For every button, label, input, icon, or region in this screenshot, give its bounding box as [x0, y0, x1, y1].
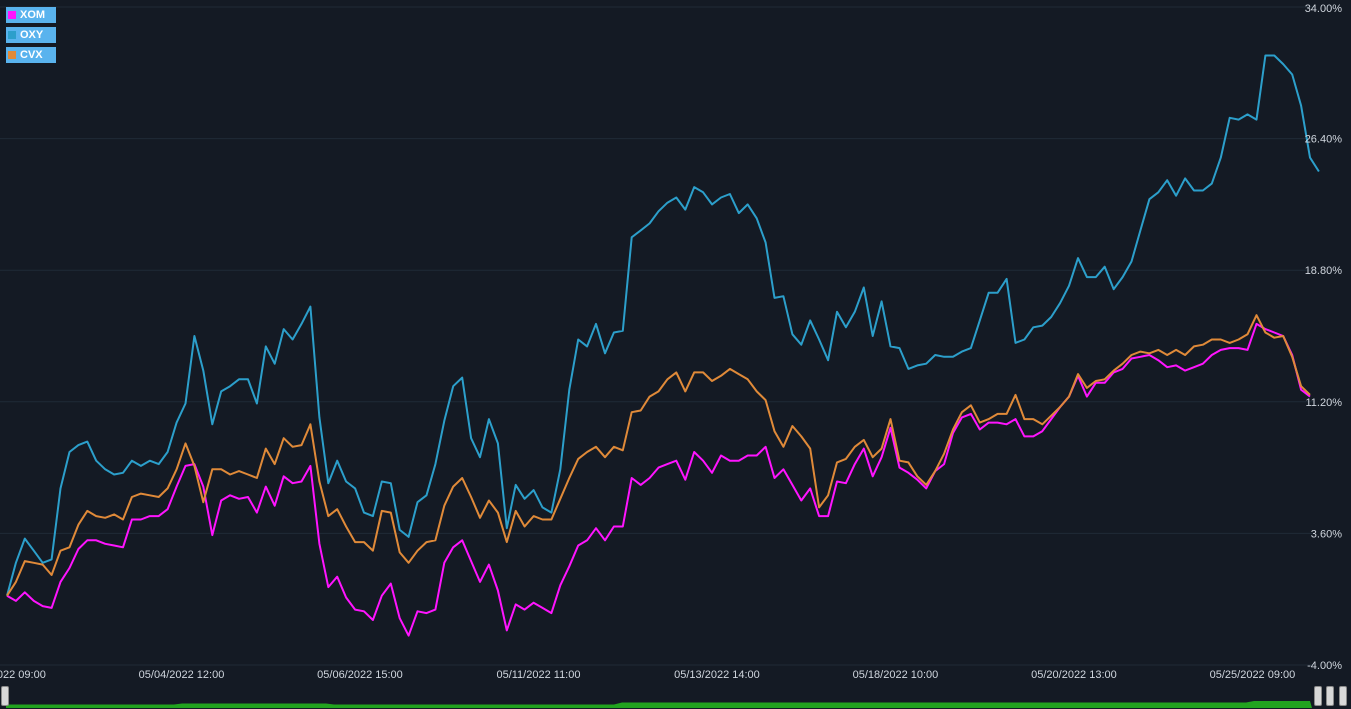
- x-tick-label: 05/11/2022 11:00: [496, 669, 580, 681]
- series-line-cvx: [6, 314, 1311, 597]
- x-tick-label: 05/02/2022 09:00: [0, 669, 46, 681]
- y-tick-label: -4.00%: [1307, 660, 1342, 672]
- y-tick-label: 34.00%: [1305, 3, 1343, 15]
- x-tick-label: 05/04/2022 12:00: [139, 669, 225, 681]
- x-tick-label: 05/13/2022 14:00: [674, 669, 760, 681]
- legend-swatch-oxy: [8, 31, 16, 39]
- series-lines: [6, 54, 1320, 637]
- legend-label-xom: XOM: [20, 9, 46, 21]
- legend: XOM OXY CVX: [6, 7, 56, 67]
- x-tick-label: 05/06/2022 15:00: [317, 669, 403, 681]
- legend-swatch-cvx: [8, 51, 16, 59]
- legend-swatch-xom: [8, 11, 16, 19]
- gridlines: [0, 6, 1314, 666]
- navigator-left-handle[interactable]: [1, 686, 9, 706]
- y-tick-label: 18.80%: [1305, 265, 1343, 277]
- x-tick-label: 05/20/2022 13:00: [1031, 669, 1117, 681]
- x-tick-label: 05/25/2022 09:00: [1210, 669, 1296, 681]
- legend-label-oxy: OXY: [20, 29, 44, 41]
- scroll-right-button[interactable]: [1339, 686, 1347, 706]
- series-line-oxy: [6, 54, 1320, 596]
- x-axis-ticks: 05/02/2022 09:00 05/04/2022 12:00 05/06/20…: [0, 669, 1296, 681]
- legend-label-cvx: CVX: [20, 49, 43, 61]
- y-tick-label: 3.60%: [1311, 528, 1342, 540]
- y-tick-label: 11.20%: [1306, 397, 1343, 409]
- y-tick-label: 26.40%: [1305, 134, 1343, 146]
- scroll-left-button[interactable]: [1326, 686, 1334, 706]
- navigator-right-handle[interactable]: [1314, 686, 1322, 706]
- series-line-xom: [6, 322, 1311, 637]
- x-tick-label: 05/18/2022 10:00: [853, 669, 939, 681]
- navigator-area: [0, 684, 1351, 709]
- y-axis-ticks: 34.00% 26.40% 18.80% 11.20% 3.60% -4.00%: [1305, 3, 1343, 672]
- legend-item-xom[interactable]: XOM: [6, 7, 56, 23]
- legend-item-oxy[interactable]: OXY: [6, 27, 56, 43]
- legend-item-cvx[interactable]: CVX: [6, 47, 56, 63]
- navigator-fill: [6, 701, 1312, 708]
